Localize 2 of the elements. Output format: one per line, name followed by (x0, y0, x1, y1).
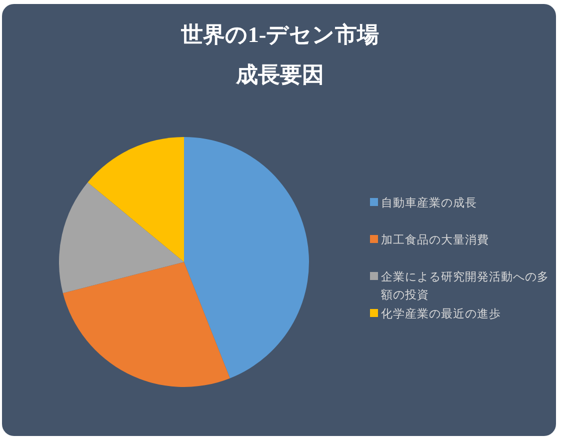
title: 世界の1-デセン市場 (180, 22, 380, 47)
subtitle: 成長要因 (236, 62, 324, 87)
